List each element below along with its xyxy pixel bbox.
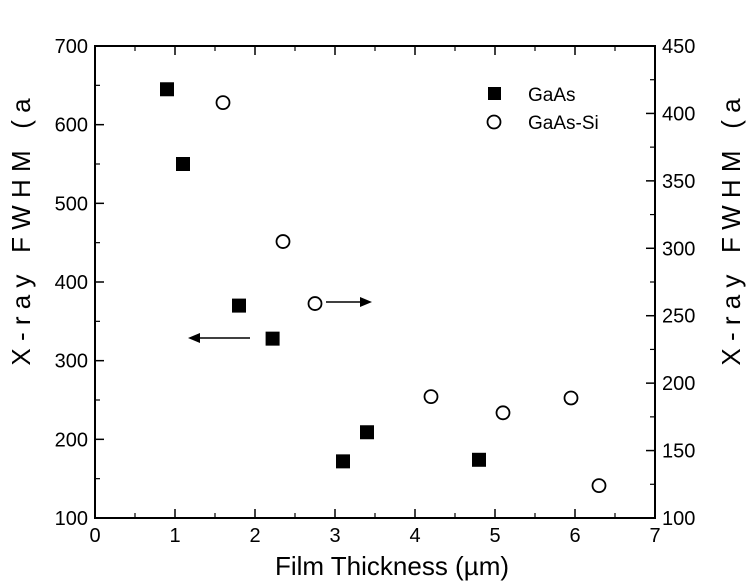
gaas-point (336, 454, 350, 469)
gaas-point (160, 82, 174, 97)
gaas-si-point (495, 405, 511, 421)
gaas-point (176, 157, 190, 171)
y-right-tick-label: 150 (662, 441, 695, 463)
gaas-si-point (591, 478, 607, 494)
legend: GaAs GaAs-Si (486, 85, 599, 134)
y-right-tick-label: 200 (662, 373, 695, 395)
legend-marker-gaas-si (486, 114, 502, 130)
y-right-tick-label: 100 (662, 508, 695, 530)
gaas-si-point (215, 95, 231, 111)
y-left-tick-label: 700 (55, 36, 88, 58)
x-tick-label: 2 (249, 525, 260, 547)
y-left-tick-label: 200 (55, 429, 88, 451)
left-axis-arrow (188, 333, 250, 343)
y-right-tick-label: 450 (662, 36, 695, 58)
x-tick-label: 1 (169, 525, 180, 547)
gaas-point (232, 298, 246, 313)
y-left-tick-label: 600 (55, 115, 88, 137)
y-right-tick-label: 400 (662, 103, 695, 125)
x-tick-label: 7 (649, 525, 660, 547)
y-axis-label-left: X - r a y F W H M ( a (6, 98, 36, 366)
gaas-point (472, 452, 486, 467)
x-axis-label: Film Thickness (µm) (275, 551, 509, 581)
y-right-tick-label: 300 (662, 238, 695, 260)
right-axis-arrow (326, 297, 372, 307)
y-left-tick-label: 100 (55, 508, 88, 530)
gaas-si-point (563, 390, 579, 406)
legend-label-gaas-si: GaAs-Si (528, 113, 599, 134)
legend-label-gaas: GaAs (528, 85, 576, 106)
gaas-si-point (423, 389, 439, 405)
y-right-tick-label: 350 (662, 171, 695, 193)
y-left-tick-label: 500 (55, 193, 88, 215)
legend-marker-gaas (488, 87, 501, 100)
gaas-si-point (275, 234, 291, 249)
x-tick-label: 6 (569, 525, 580, 547)
x-tick-label: 4 (409, 525, 420, 547)
gaas-point (360, 425, 374, 440)
x-tick-label: 0 (89, 525, 100, 547)
y-right-tick-labels: 100 150 200 250 300 350 400 450 (662, 36, 695, 530)
y-axis-label-right: X - r a y F W H M ( a (716, 98, 746, 366)
y-left-tick-label: 300 (55, 351, 88, 373)
y-right-tick-label: 250 (662, 306, 695, 328)
y-left-tick-label: 400 (55, 272, 88, 294)
x-tick-labels: 0 1 2 3 4 5 6 7 (89, 525, 660, 547)
data-marks (160, 82, 607, 494)
x-tick-label: 3 (329, 525, 340, 547)
axis-ticks (94, 45, 656, 519)
gaas-si-point (307, 296, 323, 311)
y-left-tick-labels: 100 200 300 400 500 600 700 (55, 36, 88, 530)
gaas-point (265, 331, 280, 346)
x-tick-label: 5 (489, 525, 500, 547)
